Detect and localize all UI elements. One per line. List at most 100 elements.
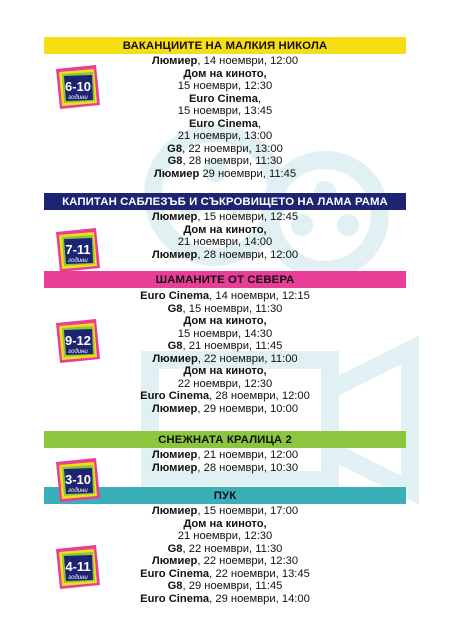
cinema-name: G8 xyxy=(167,542,183,555)
screening-line: Дом на киното, xyxy=(44,68,406,81)
screening-line: 21 ноември, 13:00 xyxy=(44,130,406,143)
age-badge-7-11: 7-11 години xyxy=(56,228,100,272)
cinema-name: G8 xyxy=(167,580,183,593)
screening-date-time: 22 ноември, 12:30 xyxy=(177,377,273,390)
screening-list-kapitan-sablezab: Люмиер, 15 ноември, 12:45 Дом на киното, 2… xyxy=(44,211,406,261)
screening-line: Люмиер, 28 ноември, 12:00 xyxy=(44,249,406,262)
screening-line: G8, 15 ноември, 11:30 xyxy=(44,303,406,316)
screening-date-time: , 22 ноември, 13:00 xyxy=(182,142,283,155)
cinema-name: Люмиер xyxy=(151,449,198,461)
film-title-banner-shamanite: ШАМАНИТЕ ОТ СЕВЕРА xyxy=(44,271,406,288)
screening-line: Люмиер, 22 ноември, 11:00 xyxy=(44,353,406,366)
cinema-name: Euro Cinema xyxy=(188,92,258,105)
screening-line: 15 ноември, 12:30 xyxy=(44,80,406,93)
screening-line: 21 ноември, 14:00 xyxy=(44,236,406,249)
age-unit-text: години xyxy=(68,258,88,264)
screening-date-time: 15 ноември, 12:30 xyxy=(177,80,273,93)
screening-list-vakantsiite: Люмиер, 14 ноември, 12:00 Дом на киното, 1… xyxy=(44,55,406,180)
screening-line: Euro Cinema, 14 ноември, 12:15 xyxy=(44,290,406,303)
cinema-name: G8 xyxy=(167,340,183,353)
screening-date-time: , 15 ноември, 12:45 xyxy=(197,211,299,223)
age-unit-text: години xyxy=(68,349,88,355)
cinema-name: Люмиер xyxy=(151,555,198,568)
screening-date-time: 21 ноември, 12:30 xyxy=(177,530,273,543)
age-unit-text: години xyxy=(68,95,88,101)
screening-line: G8, 28 ноември, 11:30 xyxy=(44,155,406,168)
screening-date-time: 29 ноември, 11:45 xyxy=(199,167,297,180)
screening-date-time: , 14 ноември, 12:15 xyxy=(209,290,310,302)
age-range-text: 4-11 xyxy=(65,559,90,574)
age-badge-9-12: 9-12 години xyxy=(56,319,100,363)
age-range-text: 7-11 xyxy=(65,242,90,257)
age-badge-4-11: 4-11 години xyxy=(56,545,100,589)
screening-line: Euro Cinema, xyxy=(44,118,406,131)
film-title-banner-puk: ПУК xyxy=(44,487,406,504)
cinema-name: Дом на киното, xyxy=(183,315,267,328)
screening-line: Дом на киното, xyxy=(44,365,406,378)
screening-date-time: 15 ноември, 14:30 xyxy=(177,327,273,340)
screening-line: G8, 22 ноември, 13:00 xyxy=(44,143,406,156)
screening-list-shamanite: Euro Cinema, 14 ноември, 12:15 G8, 15 ное… xyxy=(44,290,406,415)
screening-line: 22 ноември, 12:30 xyxy=(44,378,406,391)
cinema-name: Euro Cinema xyxy=(140,592,210,605)
cinema-name: Дом на киното, xyxy=(183,517,267,530)
cinema-name: Euro Cinema xyxy=(188,117,258,130)
age-badge-3-10: 3-10 години xyxy=(56,458,100,502)
film-title-banner-snezhnata-kralitsa: СНЕЖНАТА КРАЛИЦА 2 xyxy=(44,431,406,448)
age-unit-text: години xyxy=(68,488,88,494)
screening-date-time: , 22 ноември, 12:30 xyxy=(197,555,299,568)
cinema-name: Люмиер xyxy=(151,248,198,261)
cinema-name: Дом на киното, xyxy=(183,223,267,236)
screening-line: G8, 29 ноември, 11:45 xyxy=(44,580,406,593)
screening-line: G8, 22 ноември, 11:30 xyxy=(44,543,406,556)
screening-line: 21 ноември, 12:30 xyxy=(44,530,406,543)
age-range-text: 9-12 xyxy=(65,333,91,348)
film-title-banner-vakantsiite: ВАКАНЦИИТЕ НА МАЛКИЯ НИКОЛА xyxy=(44,37,406,54)
screening-list-puk: Люмиер, 15 ноември, 17:00 Дом на киното, 2… xyxy=(44,505,406,605)
screening-date-time: , 22 ноември, 11:00 xyxy=(197,352,298,365)
cinema-name: G8 xyxy=(167,142,183,155)
screening-date-time: , xyxy=(257,117,262,130)
screening-date-time: 21 ноември, 14:00 xyxy=(177,236,273,249)
screening-date-time: , 29 ноември, 11:45 xyxy=(182,580,283,593)
screening-line: 15 ноември, 14:30 xyxy=(44,328,406,341)
cinema-name: Люмиер xyxy=(151,505,198,517)
cinema-name: Дом на киното, xyxy=(183,365,267,378)
screening-date-time: , 28 ноември, 12:00 xyxy=(209,390,310,403)
screening-date-time: , 15 ноември, 11:30 xyxy=(182,302,283,315)
screening-date-time: , 29 ноември, 10:00 xyxy=(197,402,299,415)
screening-date-time: , 15 ноември, 17:00 xyxy=(197,505,299,517)
screening-line: Euro Cinema, 22 ноември, 13:45 xyxy=(44,568,406,581)
cinema-name: G8 xyxy=(167,302,183,315)
screening-line: Люмиер, 29 ноември, 10:00 xyxy=(44,403,406,416)
screening-date-time: 21 ноември, 13:00 xyxy=(177,130,273,143)
age-unit-text: години xyxy=(68,575,88,581)
cinema-name: Дом на киното, xyxy=(183,67,267,80)
cinema-name: G8 xyxy=(167,155,183,168)
screening-list-snezhnata-kralitsa: Люмиер, 21 ноември, 12:00 Люмиер, 28 ноем… xyxy=(44,449,406,474)
screening-date-time: , 28 ноември, 10:30 xyxy=(197,461,299,474)
screening-date-time: , 22 ноември, 13:45 xyxy=(209,567,310,580)
screening-line: Euro Cinema, 28 ноември, 12:00 xyxy=(44,390,406,403)
screening-date-time: , xyxy=(257,92,262,105)
cinema-name: Euro Cinema xyxy=(140,567,210,580)
screening-line: Дом на киното, xyxy=(44,315,406,328)
screening-line: G8, 21 ноември, 11:45 xyxy=(44,340,406,353)
age-badge-6-10: 6-10 години xyxy=(56,65,100,109)
screening-line: Люмиер, 28 ноември, 10:30 xyxy=(44,462,406,475)
screening-line: Люмиер, 15 ноември, 17:00 xyxy=(44,505,406,518)
screening-date-time: , 14 ноември, 12:00 xyxy=(197,55,299,67)
screening-date-time: , 29 ноември, 14:00 xyxy=(209,592,310,605)
cinema-name: Euro Cinema xyxy=(140,290,210,302)
screening-date-time: , 28 ноември, 12:00 xyxy=(197,248,299,261)
cinema-name: Люмиер xyxy=(151,402,198,415)
screening-line: Euro Cinema, 29 ноември, 14:00 xyxy=(44,593,406,606)
screening-line: Люмиер, 22 ноември, 12:30 xyxy=(44,555,406,568)
age-range-text: 6-10 xyxy=(65,79,91,94)
screening-line: Дом на киното, xyxy=(44,518,406,531)
cinema-name: Люмиер xyxy=(152,352,198,365)
screening-line: Люмиер, 15 ноември, 12:45 xyxy=(44,211,406,224)
screening-line: Люмиер, 14 ноември, 12:00 xyxy=(44,55,406,68)
screening-line: Дом на киното, xyxy=(44,224,406,237)
screening-date-time: , 21 ноември, 11:45 xyxy=(182,340,283,353)
